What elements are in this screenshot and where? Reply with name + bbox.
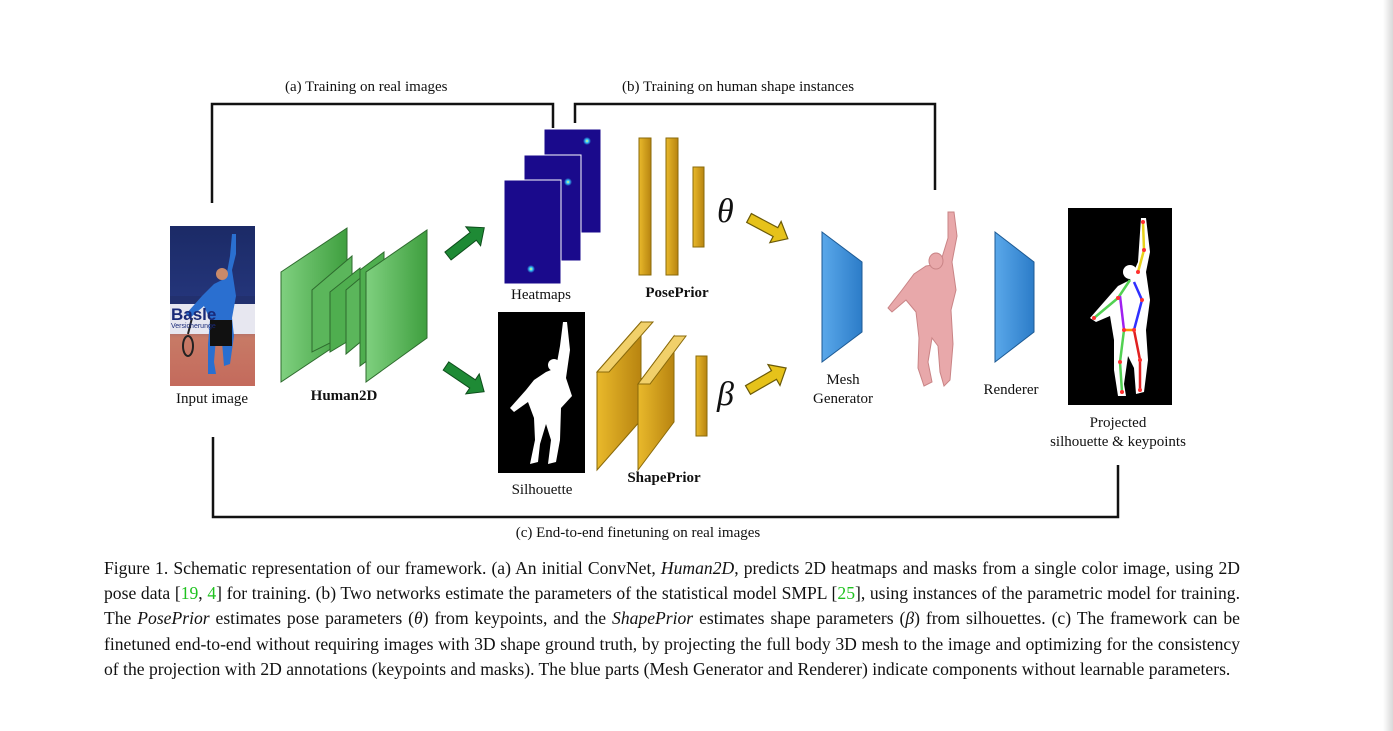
renderer-block [994, 230, 1035, 364]
label-silhouette: Silhouette [511, 482, 573, 498]
label-finetuning: (c) End-to-end finetuning on real images [515, 525, 761, 541]
label-projected-2: silhouette & keypoints [1050, 434, 1186, 450]
label-poseprior: PosePrior [645, 285, 709, 301]
page-edge-shadow [1383, 0, 1393, 731]
label-human2d: Human2D [310, 388, 378, 404]
green-arrow-up [444, 226, 485, 261]
label-heatmaps: Heatmaps [511, 287, 571, 303]
citation-link-25[interactable]: 25 [837, 583, 855, 604]
bracket-c [211, 437, 1120, 519]
figure-caption: Figure 1. Schematic representation of ou… [104, 558, 1241, 679]
label-input-image: Input image [175, 391, 249, 407]
shapeprior-blocks [595, 320, 708, 472]
projected-keypoints-image [1068, 208, 1172, 405]
body-mesh [887, 211, 958, 387]
human2d-network-blocks [280, 227, 428, 383]
input-photo: Basle Versicherunge [170, 226, 255, 386]
label-training-shape: (b) Training on human shape instances [622, 79, 855, 95]
label-mesh-generator-2: Generator [813, 391, 873, 407]
silhouette-image [498, 312, 585, 473]
yellow-arrow-theta [745, 212, 789, 244]
label-renderer: Renderer [983, 382, 1039, 398]
poseprior-bars [638, 137, 705, 276]
label-training-real: (a) Training on real images [285, 79, 448, 95]
caption-poseprior: PosePrior [137, 608, 210, 629]
mesh-generator-block [821, 231, 863, 363]
yellow-arrow-beta [744, 363, 787, 396]
bracket-a [210, 102, 555, 203]
label-shapeprior: ShapePrior [627, 470, 701, 486]
caption-human2d: Human2D [660, 558, 735, 578]
photo-banner-text: Basle [171, 305, 217, 324]
beta-symbol: β [717, 376, 734, 413]
label-mesh-generator-1: Mesh [826, 372, 860, 388]
green-arrow-down [442, 361, 485, 395]
bracket-b [573, 102, 937, 190]
citation-link-4[interactable]: 4 [207, 583, 217, 604]
photo-banner-subtext: Versicherunge [171, 323, 216, 330]
theta-symbol: θ [717, 193, 734, 230]
label-projected-1: Projected [1089, 415, 1147, 431]
citation-link-19[interactable]: 19 [180, 583, 199, 604]
caption-figure-label: Figure 1. [104, 558, 169, 578]
tennis-player-graphic [170, 234, 255, 374]
heatmaps-stack [503, 128, 602, 285]
caption-shapeprior: ShapePrior [612, 608, 694, 629]
framework-diagram [210, 102, 1172, 519]
